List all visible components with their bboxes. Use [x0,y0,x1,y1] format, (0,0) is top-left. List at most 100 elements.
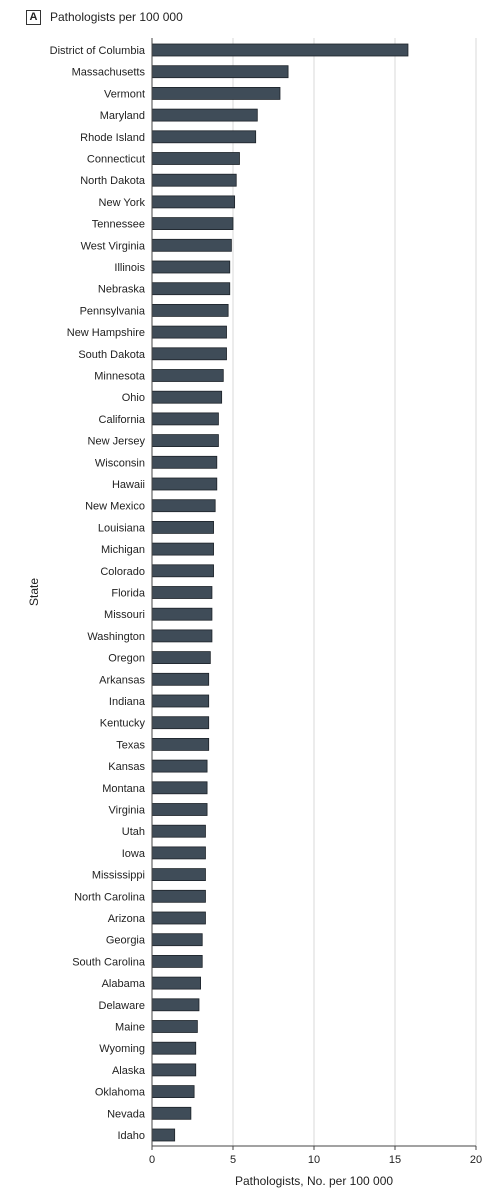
bar-hawaii [151,477,218,491]
category-label-alaska: Alaska [112,1065,146,1077]
bar-mississippi [151,868,206,881]
bar-wisconsin [151,455,218,469]
bar-vermont [151,87,281,100]
category-label-north-carolina: North Carolina [74,891,146,903]
category-label-illinois: Illinois [114,262,145,274]
category-label-vermont: Vermont [104,88,145,100]
category-label-north-dakota: North Dakota [80,175,146,187]
x-axis-title: Pathologists, No. per 100 000 [235,1174,393,1188]
bar-west-virginia [151,238,232,252]
category-label-florida: Florida [111,588,146,600]
panel-letter: A [26,9,41,25]
category-label-new-jersey: New Jersey [88,436,146,448]
bar-rhode-island [151,130,257,144]
bar-minnesota [151,369,224,382]
bar-alaska [151,1063,197,1077]
bar-ohio [151,390,223,404]
category-label-ohio: Ohio [122,392,145,404]
category-label-pennsylvania: Pennsylvania [80,305,146,317]
bar-massachusetts [151,65,289,79]
bar-texas [151,738,210,751]
bar-michigan [151,542,214,556]
x-axis: 0 5 10 15 20 [149,38,482,1166]
category-label-hawaii: Hawaii [112,479,145,491]
category-label-missouri: Missouri [104,609,145,621]
bar-north-dakota [151,173,237,187]
category-label-kentucky: Kentucky [100,718,146,730]
category-label-arkansas: Arkansas [99,674,145,686]
category-label-washington: Washington [87,631,145,643]
bar-indiana [151,694,210,708]
category-label-oklahoma: Oklahoma [95,1087,146,1099]
bar-connecticut [151,152,240,165]
x-tick-label-0: 0 [149,1154,155,1166]
category-label-maryland: Maryland [100,110,145,122]
category-label-rhode-island: Rhode Island [80,132,145,144]
category-label-california: California [99,414,146,426]
category-label-wisconsin: Wisconsin [95,457,145,469]
bar-wyoming [151,1041,197,1055]
bar-louisiana [151,521,214,534]
x-tick-label-20: 20 [470,1154,482,1166]
category-label-south-dakota: South Dakota [78,349,146,361]
bar-arkansas [151,672,210,686]
category-label-utah: Utah [122,826,145,838]
category-label-arizona: Arizona [108,913,146,925]
bar-new-york [151,195,236,209]
bar-pennsylvania [151,303,229,317]
category-label-mississippi: Mississippi [92,870,145,882]
category-label-colorado: Colorado [100,566,145,578]
category-label-maine: Maine [115,1022,145,1034]
bar-delaware [151,998,200,1012]
chart-title: Pathologists per 100 000 [50,10,183,24]
bar-idaho [151,1128,176,1142]
bar-tennessee [151,217,234,231]
category-label-oregon: Oregon [108,653,145,665]
category-label-delaware: Delaware [99,1000,145,1012]
bar-washington [151,629,213,643]
bar-district-of-columbia [151,43,409,57]
bar-iowa [151,846,206,860]
category-label-district-of-columbia: District of Columbia [50,45,146,57]
category-label-nevada: Nevada [107,1108,146,1120]
x-tick-label-10: 10 [308,1154,320,1166]
x-tick-label-5: 5 [230,1154,236,1166]
category-label-new-york: New York [99,197,146,209]
bar-oregon [151,651,211,664]
category-label-minnesota: Minnesota [94,371,146,383]
category-label-new-mexico: New Mexico [85,501,145,513]
category-label-alabama: Alabama [102,978,146,990]
grid-layer [232,38,477,1146]
bar-new-hampshire [151,325,227,339]
category-label-michigan: Michigan [101,544,145,556]
bar-california [151,412,219,426]
bar-new-mexico [151,499,216,513]
bar-arizona [151,911,206,925]
bar-maryland [151,108,258,122]
bar-new-jersey [151,434,219,448]
bar-nevada [151,1106,192,1120]
bar-utah [151,824,206,838]
bar-kansas [151,759,208,773]
category-label-connecticut: Connecticut [87,154,145,166]
category-label-idaho: Idaho [117,1130,145,1142]
category-label-new-hampshire: New Hampshire [67,327,145,339]
panel-header: A Pathologists per 100 000 [26,7,183,27]
bar-kentucky [151,716,210,730]
category-label-layer: District of Columbia Massachusetts Vermont… [50,45,146,1142]
bar-nebraska [151,282,231,296]
bar-south-carolina [151,955,203,968]
bar-maine [151,1020,198,1033]
category-label-south-carolina: South Carolina [72,956,146,968]
bar-south-dakota [151,347,227,361]
bar-florida [151,586,213,599]
category-label-louisiana: Louisiana [98,522,146,534]
bar-oklahoma [151,1085,195,1098]
bar-colorado [151,564,214,578]
bar-missouri [151,607,213,621]
category-label-georgia: Georgia [106,935,146,947]
x-tick-label-15: 15 [389,1154,401,1166]
bar-georgia [151,933,203,947]
bar-layer [151,43,409,1142]
